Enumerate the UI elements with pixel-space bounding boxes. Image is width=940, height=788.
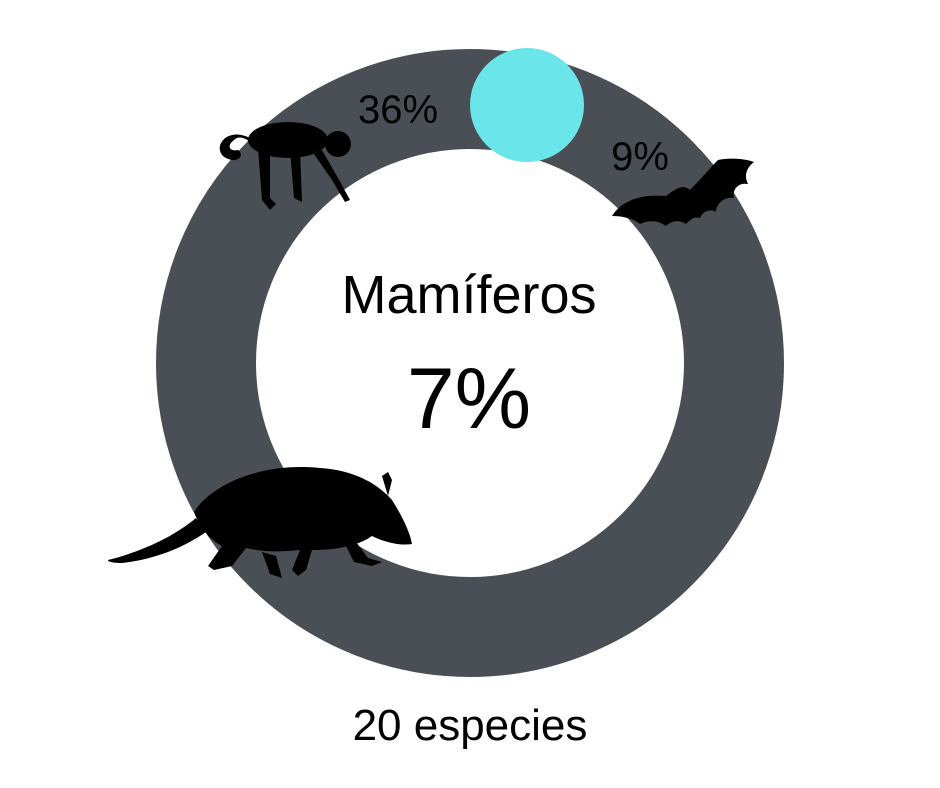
donut-ring [156,49,784,677]
monkey-icon [219,122,351,210]
center-value: 7% [407,351,531,447]
pct-label-bat: 9% [611,135,669,179]
species-count: 20 especies [353,701,588,750]
bat-icon [612,158,754,226]
center-title: Mamíferos [341,265,596,325]
pct-label-monkey: 36% [358,88,438,132]
highlight-marker [470,48,584,162]
opossum-icon [108,467,412,578]
